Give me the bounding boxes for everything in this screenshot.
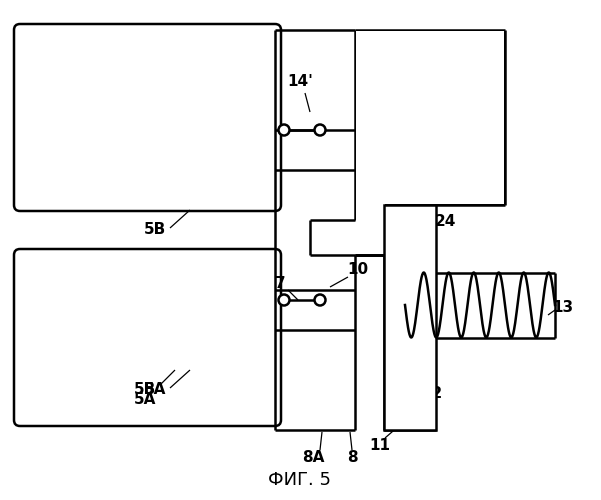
Text: 7: 7	[275, 276, 285, 290]
Text: 11: 11	[370, 438, 391, 452]
Text: 8: 8	[347, 450, 358, 466]
Circle shape	[314, 294, 326, 306]
Text: 5B: 5B	[134, 382, 156, 398]
Text: ФИГ. 5: ФИГ. 5	[269, 471, 332, 489]
Bar	[356, 31, 504, 204]
Text: 8A: 8A	[302, 450, 324, 466]
Text: 10: 10	[347, 262, 368, 278]
Text: 12: 12	[421, 386, 442, 400]
Text: 5A: 5A	[144, 382, 166, 398]
Bar	[385, 205, 435, 430]
FancyBboxPatch shape	[14, 249, 281, 426]
FancyBboxPatch shape	[14, 24, 281, 211]
Text: 14': 14'	[287, 74, 313, 90]
Circle shape	[314, 124, 326, 136]
Bar	[384, 205, 436, 430]
Bar	[356, 204, 385, 254]
Text: 24: 24	[435, 214, 456, 230]
Circle shape	[278, 124, 290, 136]
Text: 13: 13	[552, 300, 573, 316]
Text: 5B: 5B	[144, 222, 166, 238]
Circle shape	[278, 294, 290, 306]
Text: 5A: 5A	[134, 392, 156, 407]
